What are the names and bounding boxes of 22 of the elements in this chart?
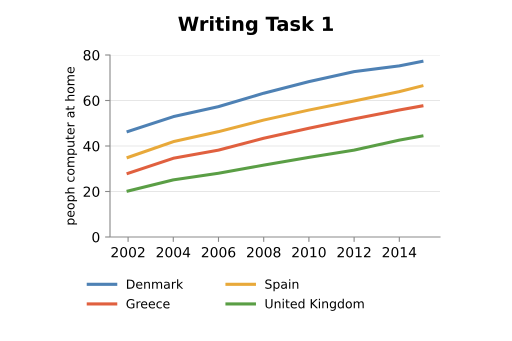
x-tick-label: 2008 bbox=[247, 246, 280, 258]
x-tick-label: 2006 bbox=[202, 246, 236, 258]
legend-label: United Kingdom bbox=[266, 298, 364, 311]
legend-label: Spain bbox=[265, 279, 298, 292]
x-tick-label: 2012 bbox=[337, 246, 370, 258]
line-series bbox=[126, 104, 424, 175]
y-tick-label: 60 bbox=[84, 95, 100, 106]
x-tick-label: 2002 bbox=[111, 246, 144, 258]
line-series bbox=[126, 60, 424, 133]
line-series bbox=[126, 134, 424, 193]
legend-label: Denmark bbox=[126, 279, 184, 289]
y-tick-label: 40 bbox=[83, 140, 100, 152]
y-tick-label: 20 bbox=[84, 186, 100, 197]
x-tick-label: 2014 bbox=[382, 246, 416, 258]
line-series bbox=[126, 84, 424, 159]
chart-title: Writing Task 1 bbox=[178, 16, 333, 36]
y-tick-label: 0 bbox=[92, 232, 100, 242]
x-tick-label: 2010 bbox=[292, 246, 326, 258]
x-tick-label: 2004 bbox=[156, 246, 190, 258]
y-axis-title: peoph computer at home bbox=[64, 67, 78, 225]
legend-label: Greece bbox=[126, 299, 170, 308]
y-tick-label: 80 bbox=[84, 50, 100, 60]
